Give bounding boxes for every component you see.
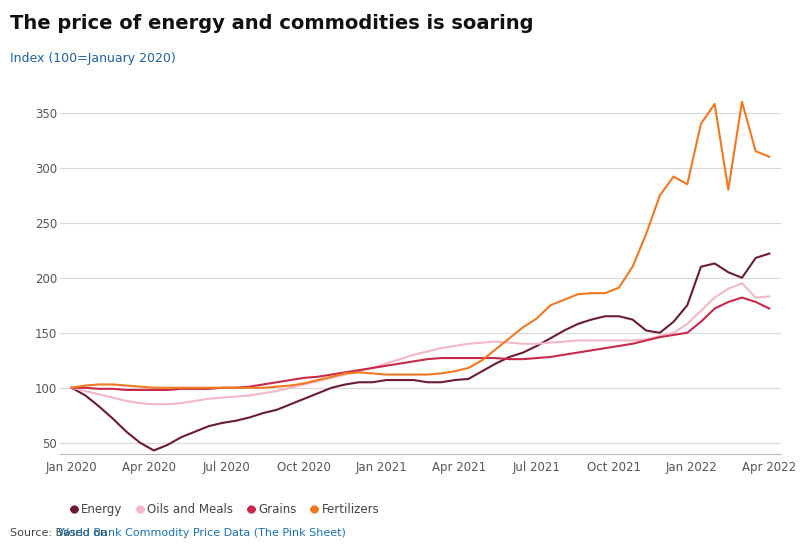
Text: World Bank Commodity Price Data (The Pink Sheet): World Bank Commodity Price Data (The Pin…	[58, 528, 345, 538]
Text: Index (100=January 2020): Index (100=January 2020)	[10, 52, 175, 65]
Text: Source: Based on: Source: Based on	[10, 528, 111, 538]
Legend: Energy, Oils and Meals, Grains, Fertilizers: Energy, Oils and Meals, Grains, Fertiliz…	[66, 498, 384, 521]
Text: The price of energy and commodities is soaring: The price of energy and commodities is s…	[10, 14, 533, 33]
